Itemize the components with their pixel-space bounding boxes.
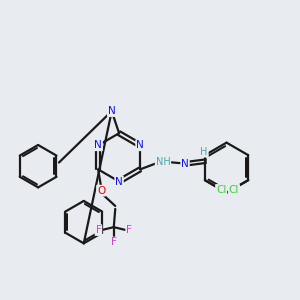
Text: N: N <box>181 158 189 169</box>
Text: N: N <box>108 106 116 116</box>
Text: NH: NH <box>156 157 170 167</box>
Text: N: N <box>94 140 102 150</box>
Text: Cl: Cl <box>229 185 239 195</box>
Text: N: N <box>115 176 123 187</box>
Text: O: O <box>97 186 105 196</box>
Text: Cl: Cl <box>216 185 226 195</box>
Text: F: F <box>111 238 117 248</box>
Text: F: F <box>95 225 101 235</box>
Text: N: N <box>136 140 144 150</box>
Text: H: H <box>200 147 208 157</box>
Text: F: F <box>126 225 132 235</box>
